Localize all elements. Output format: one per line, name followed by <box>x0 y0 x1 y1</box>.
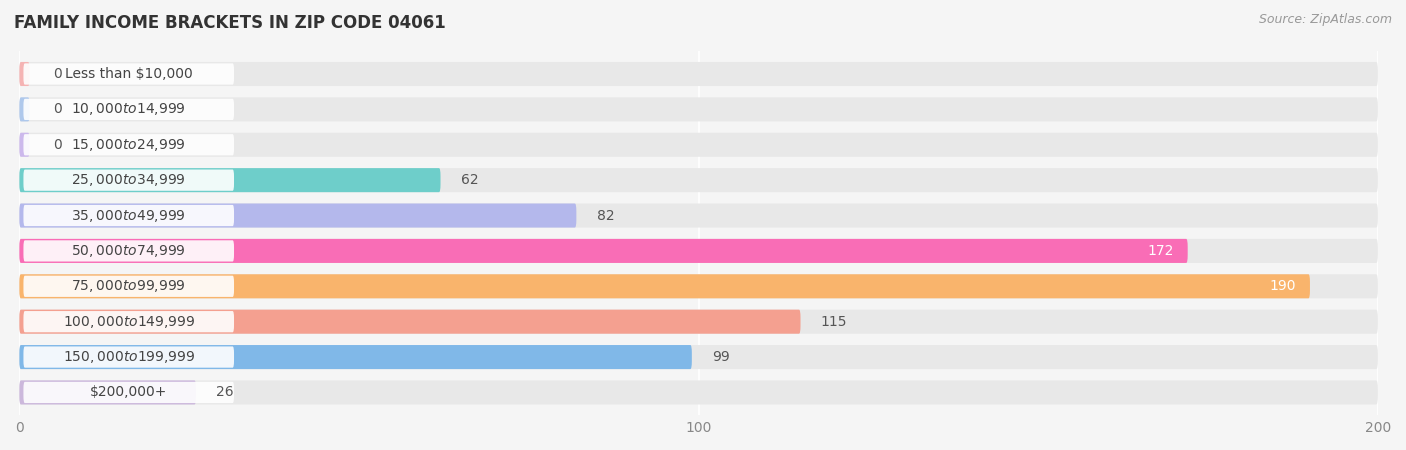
Text: $35,000 to $49,999: $35,000 to $49,999 <box>72 207 186 224</box>
Text: $200,000+: $200,000+ <box>90 386 167 400</box>
Text: 0: 0 <box>53 103 62 117</box>
Text: Less than $10,000: Less than $10,000 <box>65 67 193 81</box>
Text: 26: 26 <box>217 386 233 400</box>
FancyBboxPatch shape <box>24 311 233 332</box>
FancyBboxPatch shape <box>20 274 1310 298</box>
FancyBboxPatch shape <box>20 97 30 122</box>
FancyBboxPatch shape <box>20 345 692 369</box>
Text: $10,000 to $14,999: $10,000 to $14,999 <box>72 101 186 117</box>
Text: 99: 99 <box>713 350 730 364</box>
FancyBboxPatch shape <box>20 380 195 405</box>
FancyBboxPatch shape <box>24 63 233 85</box>
FancyBboxPatch shape <box>20 168 1378 192</box>
Text: 82: 82 <box>596 208 614 223</box>
Text: $50,000 to $74,999: $50,000 to $74,999 <box>72 243 186 259</box>
FancyBboxPatch shape <box>20 203 1378 228</box>
FancyBboxPatch shape <box>24 170 233 191</box>
FancyBboxPatch shape <box>20 168 440 192</box>
Text: $15,000 to $24,999: $15,000 to $24,999 <box>72 137 186 153</box>
FancyBboxPatch shape <box>20 310 1378 334</box>
FancyBboxPatch shape <box>20 239 1188 263</box>
FancyBboxPatch shape <box>24 276 233 297</box>
Text: Source: ZipAtlas.com: Source: ZipAtlas.com <box>1258 14 1392 27</box>
FancyBboxPatch shape <box>20 97 1378 122</box>
FancyBboxPatch shape <box>24 134 233 155</box>
Text: $25,000 to $34,999: $25,000 to $34,999 <box>72 172 186 188</box>
Text: 0: 0 <box>53 67 62 81</box>
FancyBboxPatch shape <box>20 380 1378 405</box>
FancyBboxPatch shape <box>24 346 233 368</box>
FancyBboxPatch shape <box>20 310 800 334</box>
FancyBboxPatch shape <box>20 133 30 157</box>
FancyBboxPatch shape <box>24 99 233 120</box>
FancyBboxPatch shape <box>20 239 1378 263</box>
FancyBboxPatch shape <box>20 62 1378 86</box>
FancyBboxPatch shape <box>20 274 1378 298</box>
FancyBboxPatch shape <box>24 382 233 403</box>
FancyBboxPatch shape <box>20 345 1378 369</box>
Text: FAMILY INCOME BRACKETS IN ZIP CODE 04061: FAMILY INCOME BRACKETS IN ZIP CODE 04061 <box>14 14 446 32</box>
Text: 172: 172 <box>1147 244 1174 258</box>
Text: $100,000 to $149,999: $100,000 to $149,999 <box>62 314 195 330</box>
FancyBboxPatch shape <box>24 205 233 226</box>
Text: $150,000 to $199,999: $150,000 to $199,999 <box>62 349 195 365</box>
Text: $75,000 to $99,999: $75,000 to $99,999 <box>72 278 186 294</box>
Text: 0: 0 <box>53 138 62 152</box>
FancyBboxPatch shape <box>20 133 1378 157</box>
FancyBboxPatch shape <box>20 203 576 228</box>
FancyBboxPatch shape <box>24 240 233 261</box>
Text: 62: 62 <box>461 173 478 187</box>
FancyBboxPatch shape <box>20 62 30 86</box>
Text: 190: 190 <box>1270 279 1296 293</box>
Text: 115: 115 <box>821 315 848 328</box>
